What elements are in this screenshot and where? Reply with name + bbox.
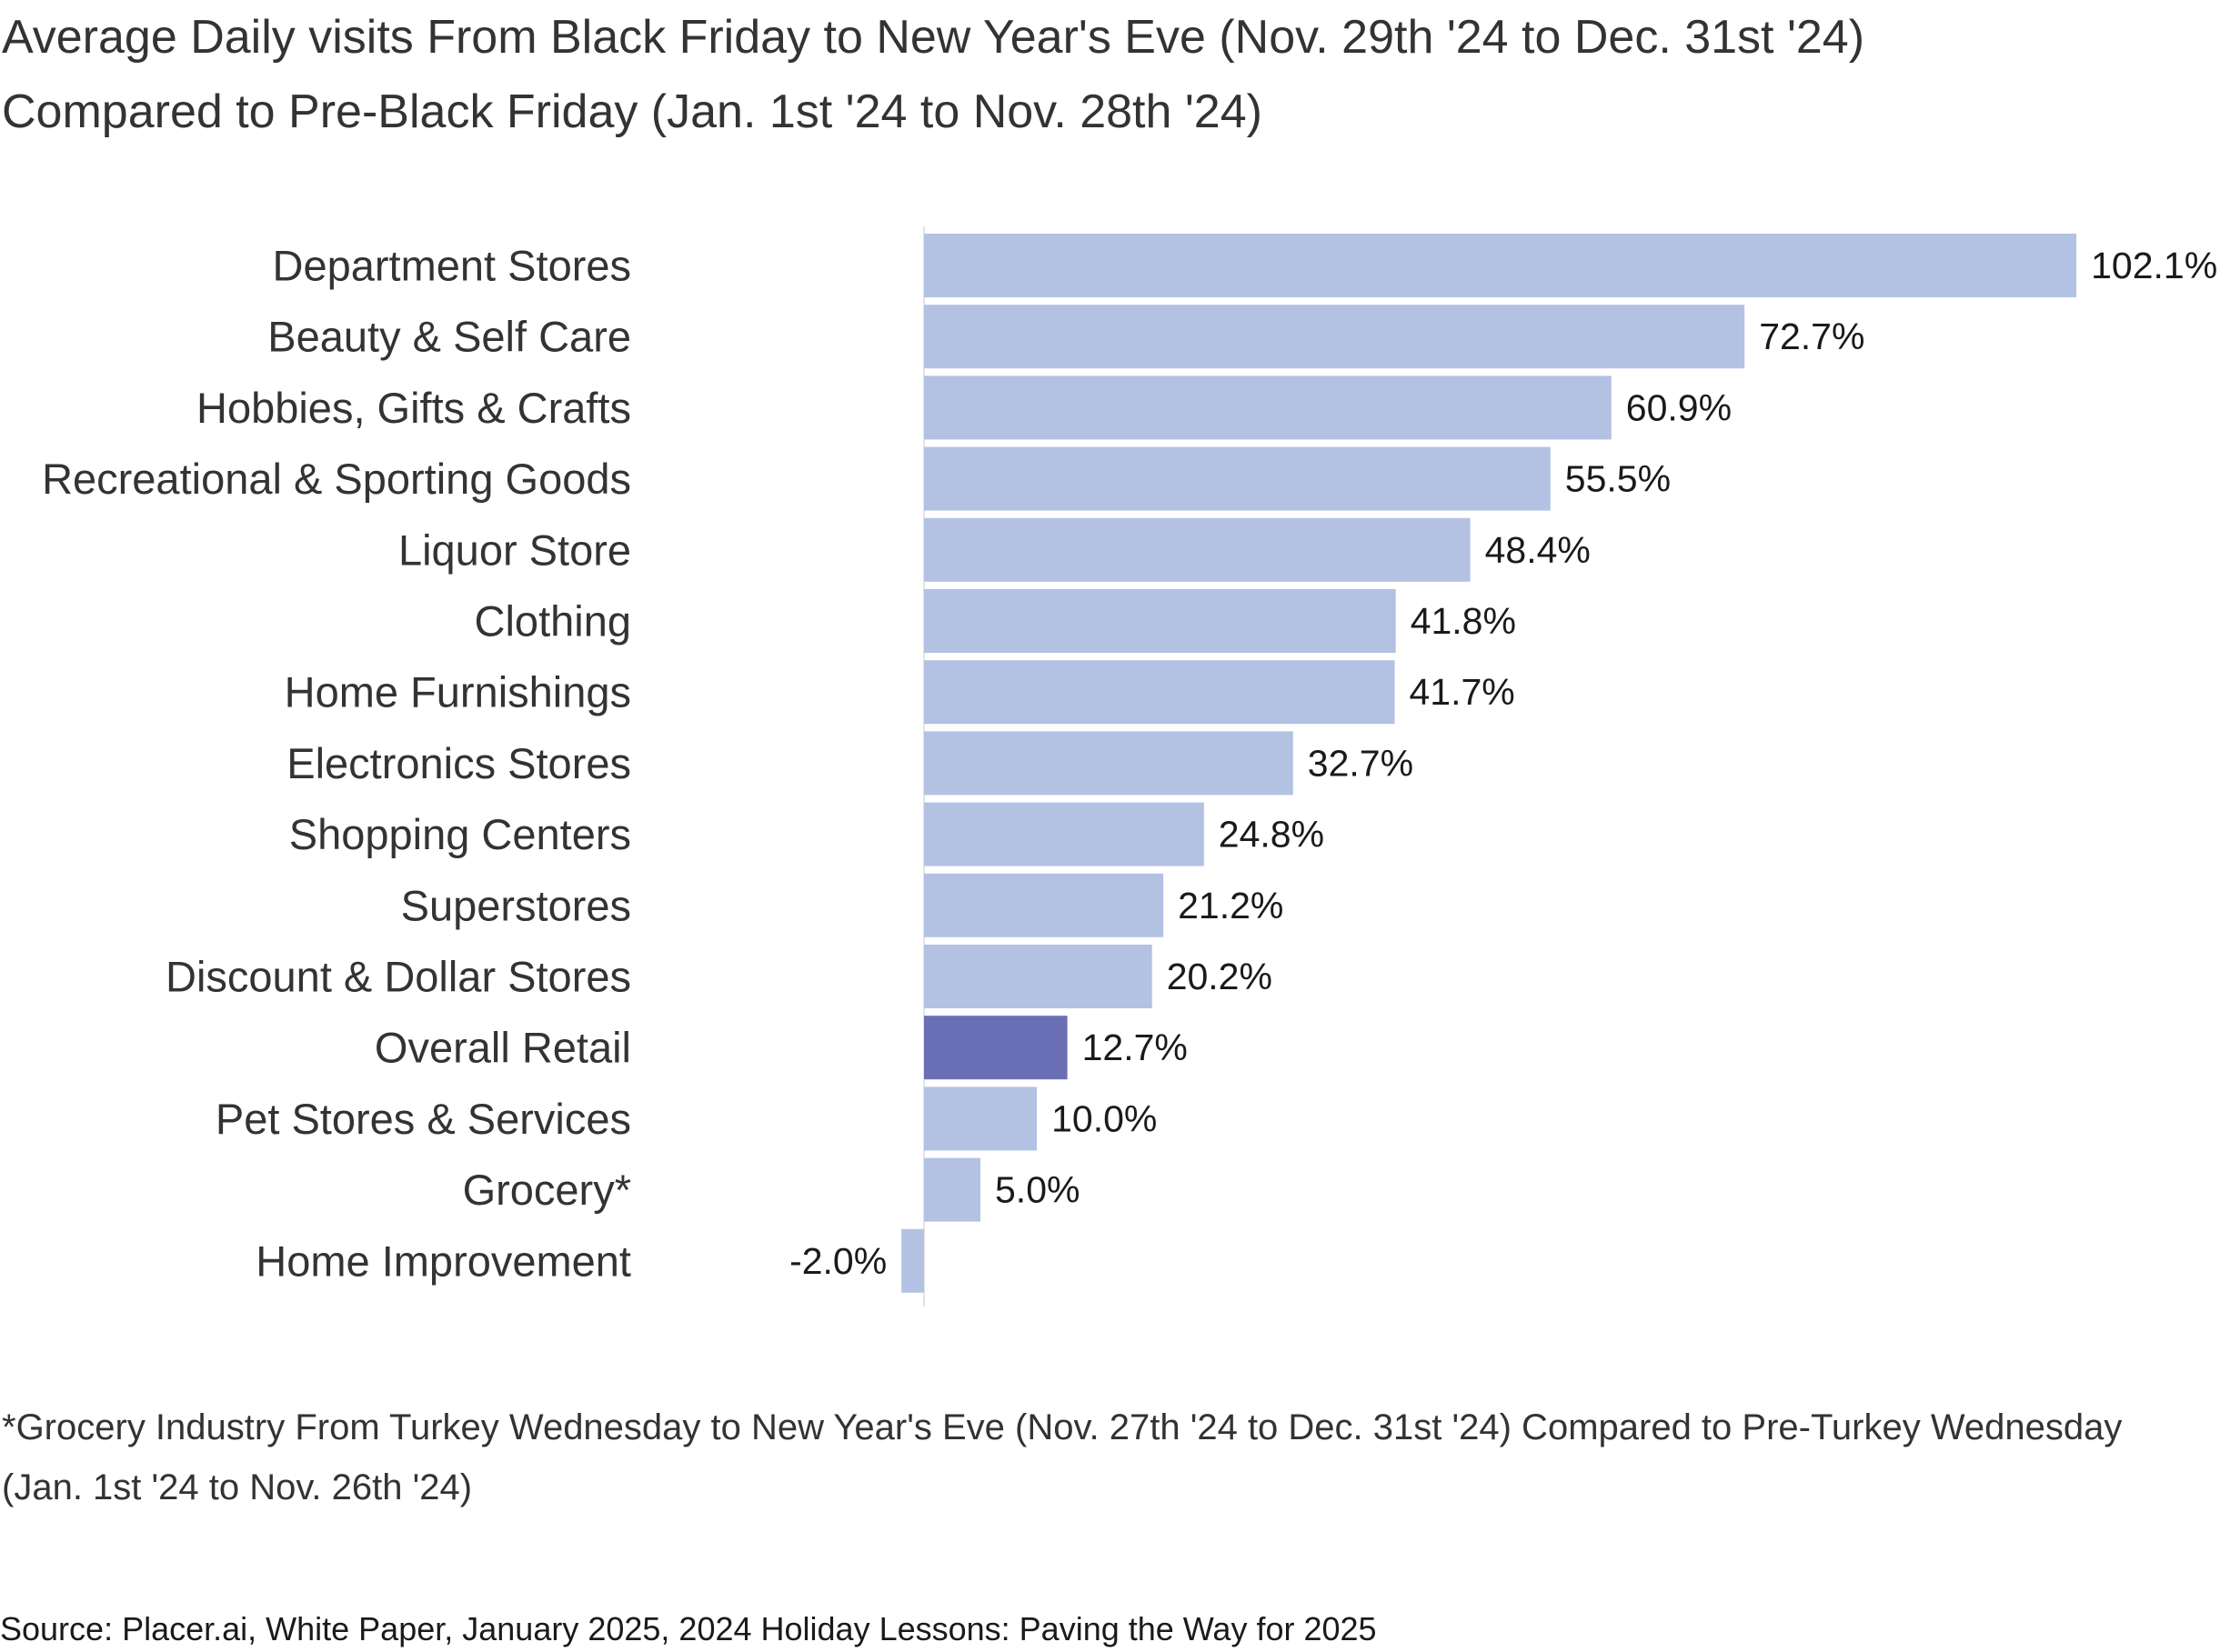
bar-recreational-sporting-goods [924, 446, 1551, 511]
category-label-recreational-sporting-goods: Recreational & Sporting Goods [42, 455, 631, 503]
category-label-beauty-self-care: Beauty & Self Care [267, 313, 631, 361]
bar-department-stores [924, 234, 2077, 297]
category-label-pet-stores-services: Pet Stores & Services [216, 1095, 631, 1143]
value-label-clothing: 41.8% [1411, 600, 1516, 642]
category-label-liquor-store: Liquor Store [398, 526, 631, 574]
value-label-grocery: 5.0% [995, 1169, 1080, 1211]
bar-electronics-stores [924, 731, 1293, 796]
category-label-home-furnishings: Home Furnishings [285, 668, 631, 716]
value-label-recreational-sporting-goods: 55.5% [1565, 458, 1671, 500]
value-label-superstores: 21.2% [1178, 885, 1283, 926]
value-label-liquor-store: 48.4% [1485, 529, 1591, 571]
bar-pet-stores-services [924, 1086, 1038, 1151]
bar-overall-retail [924, 1016, 1068, 1080]
value-label-hobbies-gifts-crafts: 60.9% [1626, 386, 1732, 428]
bar-chart: Department Stores Beauty & Self Care Hobbi… [42, 226, 2217, 1307]
value-label-overall-retail: 12.7% [1082, 1026, 1188, 1068]
bars-layer [901, 234, 2077, 1293]
category-labels: Department Stores Beauty & Self Care Hobbi… [42, 242, 631, 1286]
category-label-electronics-stores: Electronics Stores [286, 739, 631, 787]
bar-liquor-store [924, 517, 1471, 582]
category-label-discount-dollar-stores: Discount & Dollar Stores [166, 953, 631, 1001]
value-label-department-stores: 102.1% [2091, 245, 2217, 286]
category-label-superstores: Superstores [401, 881, 631, 929]
value-label-electronics-stores: 32.7% [1308, 742, 1413, 784]
value-labels: 102.1% 72.7% 60.9% 55.5% 48.4% 41.8% 41.7% 32.7… [789, 245, 2217, 1282]
bar-grocery [924, 1157, 980, 1222]
bar-superstores [924, 873, 1164, 937]
value-label-home-improvement: -2.0% [789, 1240, 887, 1282]
chart-title-block: Average Daily visits From Black Friday t… [2, 0, 1864, 149]
value-label-beauty-self-care: 72.7% [1759, 315, 1864, 357]
category-label-overall-retail: Overall Retail [375, 1024, 631, 1072]
bar-hobbies-gifts-crafts [924, 375, 1612, 440]
bar-home-improvement [901, 1228, 924, 1293]
category-label-grocery: Grocery* [463, 1166, 631, 1214]
bar-shopping-centers [924, 802, 1204, 866]
category-label-department-stores: Department Stores [273, 242, 631, 290]
bar-discount-dollar-stores [924, 945, 1152, 1008]
bar-clothing [924, 589, 1396, 653]
chart-title: Average Daily visits From Black Friday t… [2, 11, 1865, 64]
bar-beauty-self-care [924, 305, 1745, 369]
chart-subtitle: Compared to Pre-Black Friday (Jan. 1st '… [2, 85, 1262, 138]
category-label-hobbies-gifts-crafts: Hobbies, Gifts & Crafts [196, 384, 631, 432]
value-label-discount-dollar-stores: 20.2% [1167, 956, 1272, 997]
category-label-clothing: Clothing [475, 597, 631, 646]
footnote: *Grocery Industry From Turkey Wednesday … [2, 1407, 2123, 1507]
source-note: Source: Placer.ai, White Paper, January … [0, 1610, 1377, 1647]
bar-home-furnishings [924, 660, 1395, 725]
value-label-pet-stores-services: 10.0% [1051, 1097, 1157, 1139]
category-label-home-improvement: Home Improvement [256, 1236, 631, 1285]
value-label-home-furnishings: 41.7% [1410, 671, 1515, 713]
value-label-shopping-centers: 24.8% [1219, 814, 1324, 856]
category-label-shopping-centers: Shopping Centers [289, 810, 631, 858]
